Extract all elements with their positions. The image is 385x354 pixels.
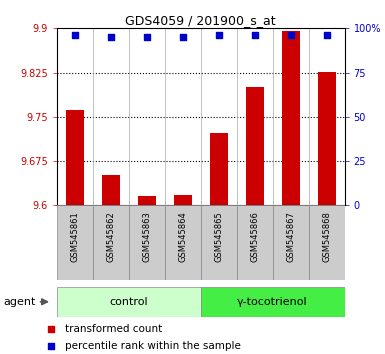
Point: [72, 33, 78, 38]
Point: [48, 343, 54, 349]
Bar: [174, 195, 192, 205]
Bar: [138, 196, 156, 205]
Point: [180, 34, 186, 40]
Text: transformed count: transformed count: [65, 324, 163, 333]
Point: [108, 34, 114, 40]
Bar: [201, 287, 345, 317]
Bar: [165, 205, 201, 280]
Text: GSM545868: GSM545868: [322, 211, 331, 262]
Point: [252, 33, 258, 38]
Text: GSM545863: GSM545863: [142, 211, 151, 262]
Point: [48, 326, 54, 331]
Point: [288, 33, 294, 38]
Bar: [102, 175, 120, 205]
Text: GSM545866: GSM545866: [250, 211, 259, 262]
Text: GSM545862: GSM545862: [106, 211, 115, 262]
Bar: [282, 31, 300, 205]
Text: agent: agent: [4, 297, 36, 307]
Bar: [237, 205, 273, 280]
Bar: [210, 133, 228, 205]
Point: [323, 33, 330, 38]
Bar: [129, 205, 165, 280]
Bar: [246, 87, 264, 205]
Bar: [273, 205, 309, 280]
Point: [216, 33, 222, 38]
Bar: [57, 205, 93, 280]
Text: GSM545865: GSM545865: [214, 211, 223, 262]
Bar: [309, 205, 345, 280]
Bar: [201, 205, 237, 280]
Text: GSM545861: GSM545861: [70, 211, 79, 262]
Text: percentile rank within the sample: percentile rank within the sample: [65, 341, 241, 351]
Text: GSM545867: GSM545867: [286, 211, 295, 262]
Bar: [66, 110, 84, 205]
Title: GDS4059 / 201900_s_at: GDS4059 / 201900_s_at: [126, 14, 276, 27]
Point: [144, 34, 150, 40]
Text: control: control: [110, 297, 148, 307]
Text: γ-tocotrienol: γ-tocotrienol: [238, 297, 308, 307]
Bar: [57, 287, 201, 317]
Bar: [93, 205, 129, 280]
Bar: [318, 72, 336, 205]
Text: GSM545864: GSM545864: [178, 211, 187, 262]
